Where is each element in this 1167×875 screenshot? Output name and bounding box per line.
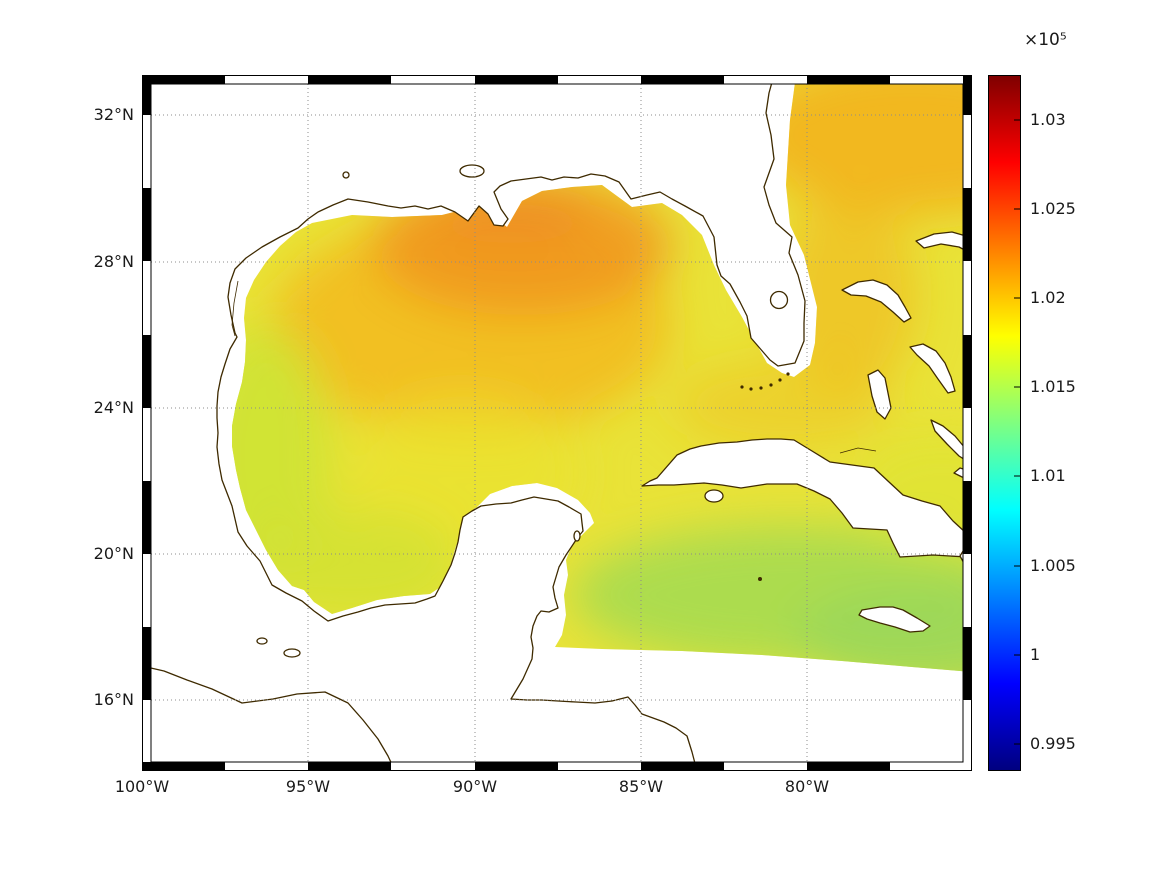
graticule	[151, 84, 963, 762]
southwest-lagoon	[283, 648, 301, 658]
bahamas-grand-bahama-abaco	[841, 279, 912, 323]
colorbar-tick-label: 0.995	[1030, 734, 1076, 753]
x-tick-label: 85°W	[618, 777, 664, 796]
x-tick-label: 90°W	[452, 777, 498, 796]
cozumel	[573, 530, 581, 542]
colorbar-tick-label: 1.02	[1030, 288, 1066, 307]
colorbar-tick-label: 1.03	[1030, 110, 1066, 129]
texas-lagoon-line	[231, 280, 239, 337]
y-tick-label: 16°N	[93, 690, 134, 709]
inland-lake	[342, 171, 350, 179]
cayman-island-dot	[758, 577, 762, 581]
mainland-coastline	[216, 75, 806, 771]
southwest-lagoon-small	[256, 637, 268, 645]
lake-pontchartrain	[459, 164, 485, 178]
map-plot	[142, 75, 972, 771]
colorbar-tick-label: 1	[1030, 645, 1041, 664]
lake-okeechobee	[769, 290, 789, 310]
pacific-coastline	[142, 665, 396, 771]
colorbar	[988, 75, 1021, 771]
florida-keys	[740, 372, 790, 391]
colorbar-tick-label: 1.005	[1030, 556, 1076, 575]
x-tick-label: 100°W	[114, 777, 170, 796]
x-tick-label: 80°W	[784, 777, 830, 796]
colorbar-multiplier: ×10⁵	[1024, 30, 1067, 50]
y-tick-label: 32°N	[93, 105, 134, 124]
mainland-fill	[142, 75, 805, 771]
colorbar-gradient	[988, 75, 1021, 771]
y-tick-label: 20°N	[93, 544, 134, 563]
isla-de-la-juventud	[704, 489, 724, 503]
colorbar-tick-label: 1.025	[1030, 199, 1076, 218]
x-tick-label: 95°W	[285, 777, 331, 796]
y-tick-label: 24°N	[93, 398, 134, 417]
map-frame	[142, 75, 972, 771]
cuba	[641, 438, 972, 559]
field-blob-caribbean-se-green	[792, 580, 972, 672]
bahamas-eleuthera	[909, 343, 956, 394]
field-blob-atlantic-orange	[742, 75, 972, 215]
field-blob-straits	[672, 360, 892, 450]
land-layer	[142, 75, 972, 771]
colorbar-tick-label: 1.01	[1030, 466, 1066, 485]
bahamas-exuma-chain	[930, 419, 972, 466]
colorbar-ticks	[1014, 119, 1020, 745]
bahamas-little-bahama-bank	[915, 231, 972, 255]
cuba-north-cays	[839, 447, 877, 454]
y-tick-label: 28°N	[93, 252, 134, 271]
jamaica	[858, 606, 931, 633]
colorbar-tick-label: 1.015	[1030, 377, 1076, 396]
